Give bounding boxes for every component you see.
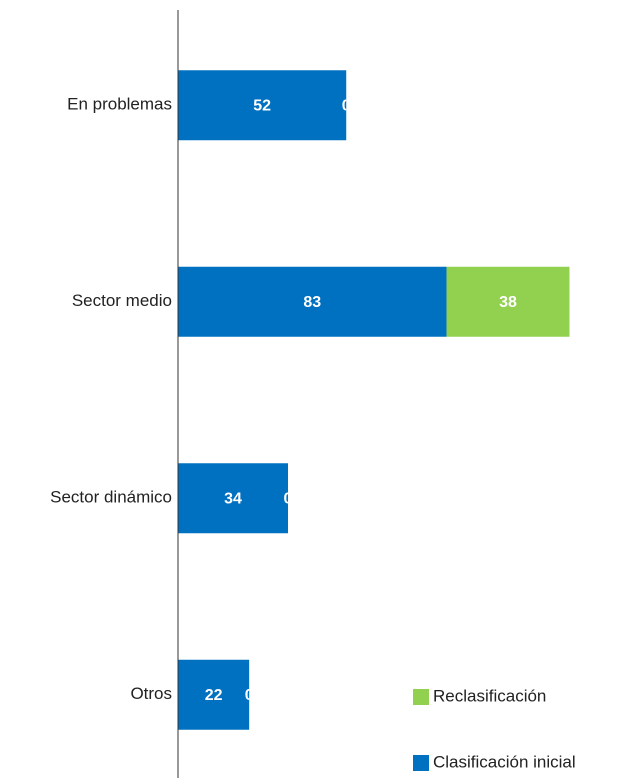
- bar-segment: [178, 463, 288, 534]
- data-label: 83: [303, 294, 321, 311]
- bar-segment: [178, 70, 347, 141]
- bar-segment: [178, 266, 447, 337]
- legend-swatch: [413, 689, 429, 705]
- category-label: En problemas: [67, 95, 172, 114]
- legend-swatch: [413, 755, 429, 771]
- bar-segment: [446, 266, 570, 337]
- bar-segment: [178, 659, 250, 730]
- category-label: Sector dinámico: [50, 488, 172, 507]
- data-label: 34: [224, 490, 242, 507]
- data-label: 0: [284, 490, 293, 507]
- legend-label: Reclasificación: [433, 686, 546, 705]
- data-label: 22: [205, 687, 223, 704]
- legend-label: Clasificación inicial: [433, 752, 576, 771]
- category-label: Sector medio: [72, 291, 172, 310]
- category-label: Otros: [130, 684, 172, 703]
- data-label: 52: [253, 97, 271, 114]
- data-label: 38: [499, 294, 517, 311]
- data-label: 0: [245, 687, 254, 704]
- data-label: 0: [342, 97, 351, 114]
